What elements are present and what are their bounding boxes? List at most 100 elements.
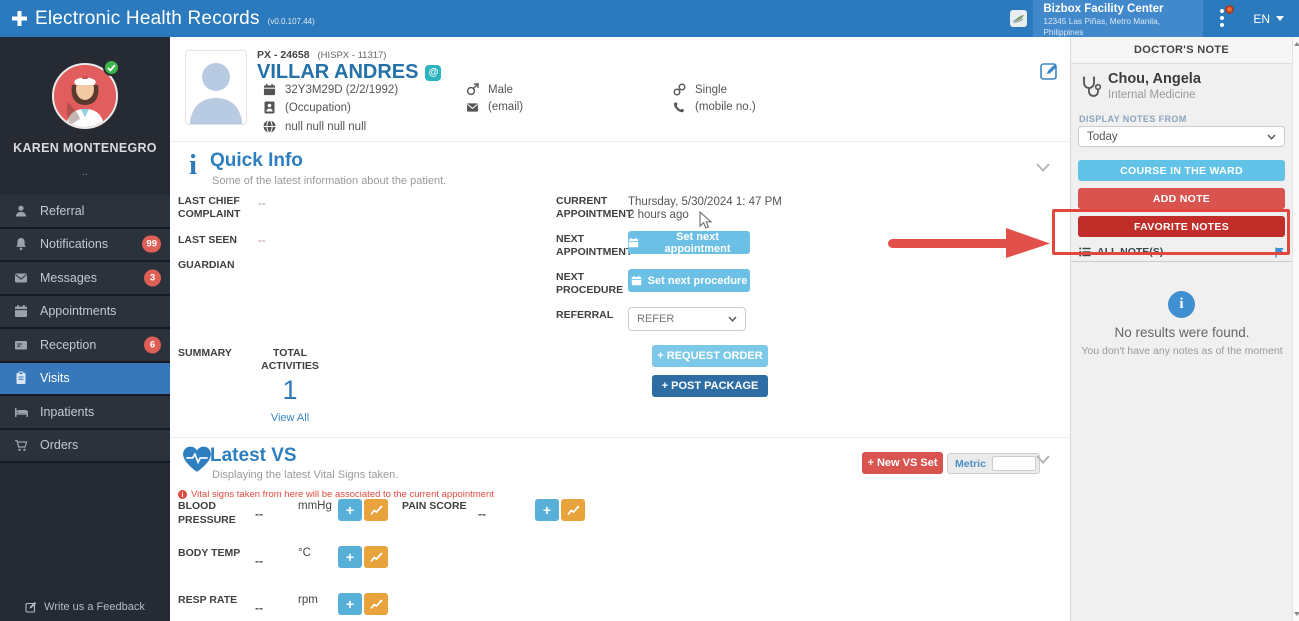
sidebar-item-orders[interactable]: Orders: [0, 429, 170, 463]
display-notes-from-value: Today: [1087, 130, 1118, 143]
kebab-menu-icon[interactable]: [1203, 0, 1241, 37]
bell-icon: [14, 237, 29, 251]
all-notes-label: ALL NOTE(S): [1097, 246, 1164, 258]
vs-warning-text: Vital signs taken from here will be asso…: [191, 489, 494, 500]
blood-pressure-chart-button[interactable]: [364, 499, 388, 521]
body-temp-chart-button[interactable]: [364, 546, 388, 568]
sidebar-item-label: Referral: [40, 203, 85, 218]
sidebar-item-visits[interactable]: Visits: [0, 362, 170, 396]
scroll-up-arrow-icon[interactable]: [1294, 42, 1299, 46]
clipboard-icon: [14, 371, 29, 385]
new-vs-set-button[interactable]: + New VS Set: [862, 452, 943, 474]
add-body-temp-button[interactable]: +: [338, 546, 362, 568]
feedback-link[interactable]: Write us a Feedback: [0, 601, 170, 613]
total-activities-label: TOTAL ACTIVITIES: [261, 347, 319, 373]
resp-rate-chart-button[interactable]: [364, 593, 388, 615]
sidebar-item-notifications[interactable]: Notifications 99: [0, 228, 170, 262]
id-card-icon: [14, 339, 29, 351]
vertical-scrollbar[interactable]: [1292, 37, 1299, 621]
last-seen-label: LAST SEEN: [178, 234, 237, 246]
current-appointment-value: Thursday, 5/30/2024 1: 47 PM: [628, 196, 782, 208]
add-note-label: ADD NOTE: [1152, 192, 1211, 205]
language-selector[interactable]: EN: [1241, 12, 1292, 26]
left-sidebar: KAREN MONTENEGRO .. Referral Notificatio…: [0, 37, 170, 621]
online-check-icon: [103, 59, 120, 76]
patient-ids: PX - 24658 (HISPX - 11317): [257, 49, 386, 61]
note-flag-icon[interactable]: [1275, 247, 1285, 258]
total-activities-value: 1: [282, 375, 298, 406]
pencil-square-icon: [25, 601, 37, 613]
resp-rate-label: RESP RATE: [178, 594, 238, 606]
add-resp-rate-button[interactable]: +: [338, 593, 362, 615]
chart-line-icon: [369, 552, 382, 562]
patient-age-dob: 32Y3M29D (2/2/1992): [285, 83, 399, 96]
sidebar-item-messages[interactable]: Messages 3: [0, 262, 170, 296]
set-next-appointment-label: Set next appointment: [664, 230, 731, 255]
language-label: EN: [1253, 11, 1270, 26]
notification-dot: [1225, 5, 1235, 14]
display-notes-from-select[interactable]: Today: [1078, 126, 1285, 147]
reception-badge: 6: [144, 336, 161, 354]
latest-vs-subtitle: Displaying the latest Vital Signs taken.: [212, 469, 399, 481]
favorite-notes-label: FAVORITE NOTES: [1133, 220, 1229, 233]
pain-score-value: --: [478, 507, 486, 521]
pain-score-chart-button[interactable]: [561, 499, 585, 521]
latest-vs-title: Latest VS: [210, 445, 297, 466]
add-blood-pressure-button[interactable]: +: [338, 499, 362, 521]
quick-info-collapse-chevron-icon[interactable]: [1036, 163, 1050, 172]
edit-patient-icon[interactable]: [1040, 61, 1061, 81]
doctor-specialty: Internal Medicine: [1108, 89, 1196, 101]
set-next-procedure-button[interactable]: Set next procedure: [628, 269, 750, 292]
stethoscope-icon: [1081, 76, 1102, 98]
user-name: KAREN MONTENEGRO: [13, 141, 157, 155]
sidebar-item-referral[interactable]: Referral: [0, 195, 170, 229]
metric-toggle[interactable]: Metric: [947, 453, 1040, 474]
body-temp-label: BODY TEMP: [178, 547, 241, 559]
app-title: Electronic Health Records: [35, 7, 260, 29]
all-notes-row[interactable]: ALL NOTE(S): [1071, 243, 1293, 262]
metric-toggle-switch: [992, 456, 1036, 471]
add-pain-score-button[interactable]: +: [535, 499, 559, 521]
referral-select[interactable]: REFER: [628, 307, 746, 331]
referral-user-icon: [14, 204, 29, 218]
heart-pulse-icon: [182, 445, 212, 473]
add-note-button[interactable]: ADD NOTE: [1078, 188, 1285, 209]
sidebar-item-reception[interactable]: Reception 6: [0, 329, 170, 363]
divider: [170, 141, 1070, 142]
sidebar-item-label: Visits: [40, 371, 70, 386]
course-in-the-ward-button[interactable]: COURSE IN THE WARD: [1078, 160, 1285, 181]
post-package-button[interactable]: + POST PACKAGE: [652, 375, 768, 397]
medical-cross-icon: [12, 11, 27, 26]
sidebar-item-label: Appointments: [40, 304, 117, 319]
feedback-label: Write us a Feedback: [44, 601, 145, 613]
set-next-appointment-button[interactable]: Set next appointment: [628, 230, 750, 255]
doctors-note-panel: DOCTOR'S NOTE Chou, Angela Internal Medi…: [1070, 37, 1293, 621]
chart-line-icon: [566, 505, 579, 515]
last-seen-value: --: [258, 235, 266, 247]
sidebar-item-appointments[interactable]: Appointments: [0, 295, 170, 329]
body-temp-unit: °C: [298, 547, 311, 559]
course-in-the-ward-label: COURSE IN THE WARD: [1120, 164, 1243, 177]
scroll-down-arrow-icon[interactable]: [1294, 612, 1299, 616]
empty-state-title: No results were found.: [1114, 325, 1250, 340]
post-package-label: + POST PACKAGE: [661, 380, 759, 392]
globe-icon: [262, 120, 276, 133]
cart-icon: [14, 439, 29, 452]
guardian-label: GUARDIAN: [178, 259, 235, 271]
summary-label: SUMMARY: [178, 347, 232, 359]
patient-name: VILLAR ANDRES: [257, 61, 419, 83]
sidebar-item-label: Notifications: [40, 237, 109, 252]
favorite-notes-button[interactable]: FAVORITE NOTES: [1078, 216, 1285, 237]
chart-line-icon: [369, 505, 382, 515]
male-icon: [465, 83, 479, 96]
chevron-down-icon: [1267, 134, 1276, 140]
latest-vs-collapse-chevron-icon[interactable]: [1036, 455, 1050, 464]
referral-select-value: REFER: [637, 313, 675, 325]
patient-px-id: PX - 24658: [257, 49, 310, 61]
list-icon: [1079, 247, 1091, 257]
patient-ehr-badge[interactable]: @: [425, 64, 442, 81]
view-all-link[interactable]: View All: [270, 412, 310, 425]
sidebar-item-inpatients[interactable]: Inpatients: [0, 396, 170, 430]
facility-name: Bizbox Facility Center: [1043, 3, 1164, 16]
request-order-button[interactable]: + REQUEST ORDER: [652, 345, 768, 367]
